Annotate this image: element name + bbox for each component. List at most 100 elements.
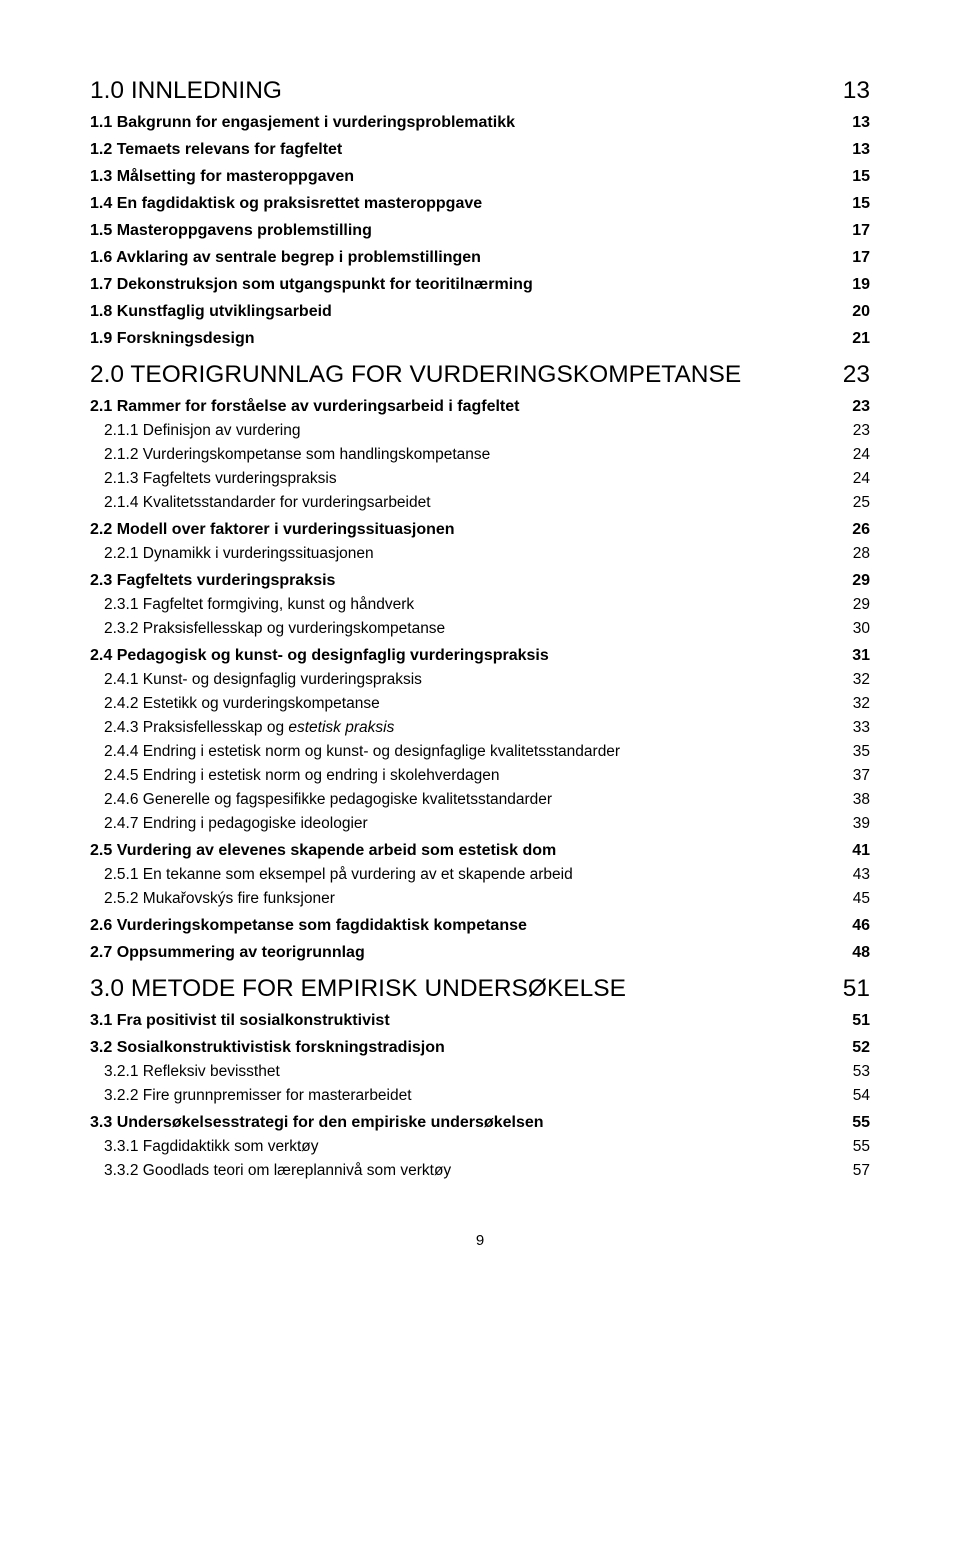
toc-entry: 3.3.1 Fagdidaktikk som verktøy55 [90, 1138, 870, 1156]
toc-entry-page: 52 [852, 1039, 870, 1057]
toc-entry: 3.2.1 Refleksiv bevissthet53 [90, 1063, 870, 1081]
toc-entry: 2.4.5 Endring i estetisk norm og endring… [90, 767, 870, 785]
toc-entry: 2.1.2 Vurderingskompetanse som handlings… [90, 446, 870, 464]
toc-entry-page: 23 [852, 398, 870, 416]
toc-entry: 3.0 METODE FOR EMPIRISK UNDERSØKELSE51 [90, 975, 870, 1003]
toc-entry-page: 20 [852, 303, 870, 321]
toc-entry: 2.3 Fagfeltets vurderingspraksis29 [90, 572, 870, 590]
toc-entry-title: 2.4.5 Endring i estetisk norm og endring… [104, 767, 853, 785]
toc-entry: 2.4.4 Endring i estetisk norm og kunst- … [90, 743, 870, 761]
toc-entry: 2.4.1 Kunst- og designfaglig vurderingsp… [90, 671, 870, 689]
toc-entry-title: 2.2 Modell over faktorer i vurderingssit… [90, 521, 852, 539]
toc-entry-page: 15 [852, 195, 870, 213]
toc-entry-page: 29 [853, 596, 870, 614]
toc-entry-title: 2.5 Vurdering av elevenes skapende arbei… [90, 842, 852, 860]
toc-entry-title: 1.7 Dekonstruksjon som utgangspunkt for … [90, 276, 852, 294]
toc-entry-page: 26 [852, 521, 870, 539]
toc-entry-page: 38 [853, 791, 870, 809]
toc-entry-title: 2.4.4 Endring i estetisk norm og kunst- … [104, 743, 853, 761]
toc-entry-page: 53 [853, 1063, 870, 1081]
toc-entry: 2.3.1 Fagfeltet formgiving, kunst og hån… [90, 596, 870, 614]
toc-entry-page: 25 [853, 494, 870, 512]
toc-entry-page: 13 [843, 77, 870, 105]
toc-entry-title: 2.2.1 Dynamikk i vurderingssituasjonen [104, 545, 853, 563]
toc-entry-title: 3.1 Fra positivist til sosialkonstruktiv… [90, 1012, 852, 1030]
toc-entry: 2.5.1 En tekanne som eksempel på vurderi… [90, 866, 870, 884]
toc-entry-page: 48 [852, 944, 870, 962]
toc-entry-page: 32 [853, 695, 870, 713]
toc-entry-page: 24 [853, 446, 870, 464]
toc-entry-title: 1.5 Masteroppgavens problemstilling [90, 222, 852, 240]
toc-entry-page: 24 [853, 470, 870, 488]
toc-entry-page: 45 [853, 890, 870, 908]
toc-entry: 2.6 Vurderingskompetanse som fagdidaktis… [90, 917, 870, 935]
toc-entry: 1.9 Forskningsdesign21 [90, 330, 870, 348]
toc-entry-title: 2.1.4 Kvalitetsstandarder for vurderings… [104, 494, 853, 512]
toc-entry-title: 1.4 En fagdidaktisk og praksisrettet mas… [90, 195, 852, 213]
toc-entry-title: 1.8 Kunstfaglig utviklingsarbeid [90, 303, 852, 321]
toc-entry: 2.2.1 Dynamikk i vurderingssituasjonen28 [90, 545, 870, 563]
toc-entry-title: 2.7 Oppsummering av teorigrunnlag [90, 944, 852, 962]
toc-entry-title: 2.1.1 Definisjon av vurdering [104, 422, 853, 440]
toc-entry-page: 31 [852, 647, 870, 665]
toc-entry-page: 55 [853, 1138, 870, 1156]
toc-entry: 2.4 Pedagogisk og kunst- og designfaglig… [90, 647, 870, 665]
toc-entry: 2.0 TEORIGRUNNLAG FOR VURDERINGSKOMPETAN… [90, 361, 870, 389]
toc-entry-page: 30 [853, 620, 870, 638]
toc-entry-title: 2.5.1 En tekanne som eksempel på vurderi… [104, 866, 853, 884]
toc-entry-title: 3.2.1 Refleksiv bevissthet [104, 1063, 853, 1081]
toc-entry-title: 1.3 Målsetting for masteroppgaven [90, 168, 852, 186]
toc-entry-title: 2.4.7 Endring i pedagogiske ideologier [104, 815, 853, 833]
toc-entry-page: 51 [843, 975, 870, 1003]
toc-entry-title: 3.3.2 Goodlads teori om læreplannivå som… [104, 1162, 853, 1180]
toc-entry: 1.0 INNLEDNING13 [90, 77, 870, 105]
toc-entry-title: 2.4 Pedagogisk og kunst- og designfaglig… [90, 647, 852, 665]
toc-entry-title: 1.2 Temaets relevans for fagfeltet [90, 141, 852, 159]
toc-entry: 1.4 En fagdidaktisk og praksisrettet mas… [90, 195, 870, 213]
toc-entry: 1.6 Avklaring av sentrale begrep i probl… [90, 249, 870, 267]
table-of-contents: 1.0 INNLEDNING13 1.1 Bakgrunn for engasje… [90, 77, 870, 1180]
toc-entry: 1.2 Temaets relevans for fagfeltet13 [90, 141, 870, 159]
toc-entry-title: 2.3 Fagfeltets vurderingspraksis [90, 572, 852, 590]
toc-entry: 3.3.2 Goodlads teori om læreplannivå som… [90, 1162, 870, 1180]
toc-entry-page: 21 [852, 330, 870, 348]
toc-entry: 2.1 Rammer for forståelse av vurderingsa… [90, 398, 870, 416]
toc-entry-title: 3.3.1 Fagdidaktikk som verktøy [104, 1138, 853, 1156]
toc-entry-title: 2.4.3 Praksisfellesskap og estetisk prak… [104, 719, 853, 737]
toc-entry: 2.4.6 Generelle og fagspesifikke pedagog… [90, 791, 870, 809]
toc-entry: 2.2 Modell over faktorer i vurderingssit… [90, 521, 870, 539]
toc-entry-title: 2.4.6 Generelle og fagspesifikke pedagog… [104, 791, 853, 809]
toc-entry-page: 54 [853, 1087, 870, 1105]
toc-entry-page: 15 [852, 168, 870, 186]
toc-entry: 2.4.7 Endring i pedagogiske ideologier39 [90, 815, 870, 833]
toc-entry: 2.1.1 Definisjon av vurdering23 [90, 422, 870, 440]
toc-entry-title-italic: estetisk praksis [288, 719, 394, 736]
toc-entry: 2.4.2 Estetikk og vurderingskompetanse32 [90, 695, 870, 713]
toc-entry-title: 1.9 Forskningsdesign [90, 330, 852, 348]
toc-entry-page: 37 [853, 767, 870, 785]
toc-entry-page: 39 [853, 815, 870, 833]
toc-entry: 1.3 Målsetting for masteroppgaven15 [90, 168, 870, 186]
toc-entry-page: 33 [853, 719, 870, 737]
toc-entry-page: 23 [853, 422, 870, 440]
toc-entry-title: 3.2.2 Fire grunnpremisser for masterarbe… [104, 1087, 853, 1105]
toc-entry-page: 17 [852, 249, 870, 267]
toc-entry-title: 2.6 Vurderingskompetanse som fagdidaktis… [90, 917, 852, 935]
toc-entry-title: 2.4.1 Kunst- og designfaglig vurderingsp… [104, 671, 853, 689]
toc-entry-title: 1.1 Bakgrunn for engasjement i vurdering… [90, 114, 852, 132]
toc-entry: 3.1 Fra positivist til sosialkonstruktiv… [90, 1012, 870, 1030]
toc-entry-title: 2.1.2 Vurderingskompetanse som handlings… [104, 446, 853, 464]
toc-entry: 1.5 Masteroppgavens problemstilling17 [90, 222, 870, 240]
toc-entry: 2.3.2 Praksisfellesskap og vurderingskom… [90, 620, 870, 638]
toc-entry-page: 55 [852, 1114, 870, 1132]
toc-entry-page: 46 [852, 917, 870, 935]
toc-entry-title: 2.1.3 Fagfeltets vurderingspraksis [104, 470, 853, 488]
toc-entry-title: 3.0 METODE FOR EMPIRISK UNDERSØKELSE [90, 975, 843, 1003]
toc-entry: 2.5.2 Mukařovskýs fire funksjoner45 [90, 890, 870, 908]
toc-entry: 1.7 Dekonstruksjon som utgangspunkt for … [90, 276, 870, 294]
toc-entry: 2.4.3 Praksisfellesskap og estetisk prak… [90, 719, 870, 737]
toc-entry: 3.3 Undersøkelsesstrategi for den empiri… [90, 1114, 870, 1132]
toc-entry-title: 1.0 INNLEDNING [90, 77, 843, 105]
toc-entry-page: 29 [852, 572, 870, 590]
toc-entry: 2.5 Vurdering av elevenes skapende arbei… [90, 842, 870, 860]
